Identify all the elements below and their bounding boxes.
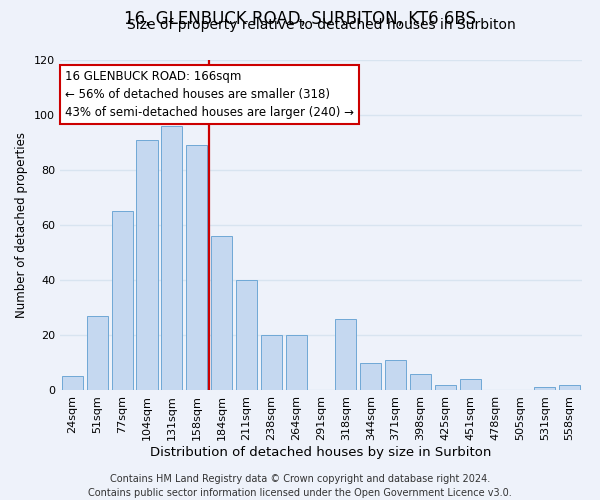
- Bar: [335, 318, 356, 390]
- Y-axis label: Number of detached properties: Number of detached properties: [16, 132, 28, 318]
- Text: 16 GLENBUCK ROAD: 166sqm
← 56% of detached houses are smaller (318)
43% of semi-: 16 GLENBUCK ROAD: 166sqm ← 56% of detach…: [65, 70, 354, 119]
- Bar: [112, 211, 133, 390]
- Bar: [186, 145, 207, 390]
- Bar: [62, 376, 83, 390]
- Bar: [559, 384, 580, 390]
- Bar: [460, 379, 481, 390]
- Bar: [236, 280, 257, 390]
- Bar: [211, 236, 232, 390]
- Bar: [286, 335, 307, 390]
- Bar: [435, 384, 456, 390]
- Text: 16, GLENBUCK ROAD, SURBITON, KT6 6BS: 16, GLENBUCK ROAD, SURBITON, KT6 6BS: [124, 10, 476, 28]
- Bar: [410, 374, 431, 390]
- Bar: [87, 316, 108, 390]
- Bar: [261, 335, 282, 390]
- Bar: [360, 362, 381, 390]
- Bar: [534, 387, 555, 390]
- Text: Contains HM Land Registry data © Crown copyright and database right 2024.
Contai: Contains HM Land Registry data © Crown c…: [88, 474, 512, 498]
- X-axis label: Distribution of detached houses by size in Surbiton: Distribution of detached houses by size …: [151, 446, 491, 458]
- Title: Size of property relative to detached houses in Surbiton: Size of property relative to detached ho…: [127, 18, 515, 32]
- Bar: [161, 126, 182, 390]
- Bar: [385, 360, 406, 390]
- Bar: [136, 140, 158, 390]
